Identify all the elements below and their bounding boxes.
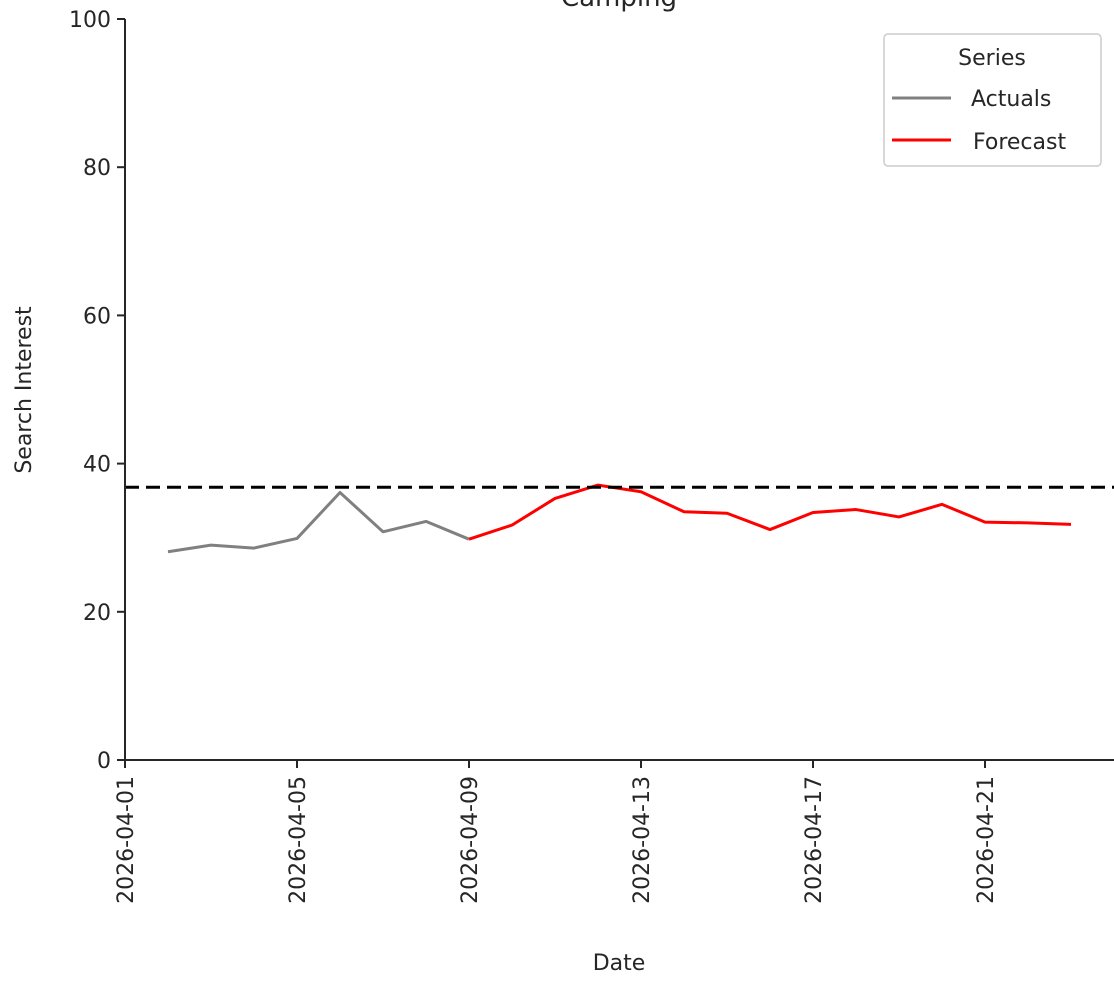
x-ticks: 2026-04-01 2026-04-05 2026-04-09 2026-04-13…: [114, 760, 999, 904]
x-tick-label: 2026-04-21: [974, 776, 999, 904]
x-tick-label: 2026-04-17: [802, 776, 827, 904]
x-tick-label: 2026-04-09: [458, 776, 483, 904]
legend-title: Series: [958, 46, 1026, 71]
y-tick-label: 20: [83, 601, 111, 626]
y-tick-label: 60: [83, 304, 111, 329]
y-tick-label: 100: [69, 8, 111, 33]
y-tick-label: 80: [83, 156, 111, 181]
x-tick-label: 2026-04-05: [286, 776, 311, 904]
x-tick-label: 2026-04-01: [114, 776, 139, 904]
y-tick-label: 40: [83, 453, 111, 478]
series-line-actuals: [167, 490, 470, 554]
legend-label-actuals: Actuals: [971, 87, 1051, 112]
y-ticks: 0 20 40 60 80 100: [69, 8, 125, 774]
y-axis-label: Search Interest: [12, 306, 37, 474]
legend: Series Actuals Forecast: [883, 33, 1102, 167]
series-layer: [167, 483, 1072, 554]
chart-title: Camping: [561, 0, 677, 13]
x-axis-label: Date: [593, 951, 646, 976]
axes: [124, 19, 1114, 761]
x-tick-label: 2026-04-13: [630, 776, 655, 904]
series-line-forecast: [468, 483, 1072, 541]
y-tick-label: 0: [97, 749, 111, 774]
legend-box: [883, 33, 1102, 167]
legend-label-forecast: Forecast: [973, 130, 1066, 155]
